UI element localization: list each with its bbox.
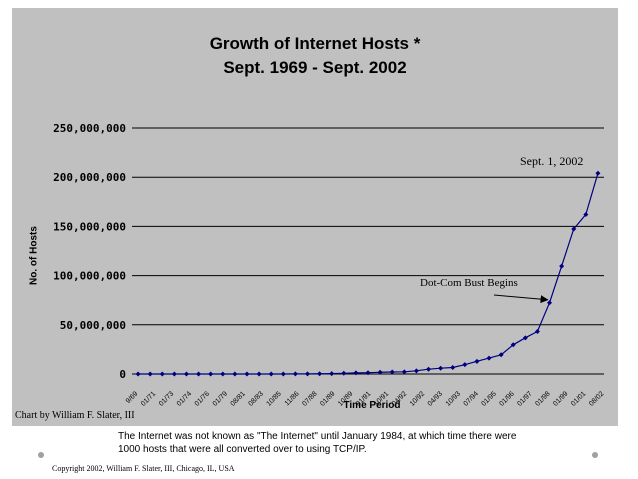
data-point [462, 362, 468, 368]
y-tick-label: 100,000,000 [53, 270, 126, 283]
data-point [147, 371, 153, 377]
x-tick-label: 01/95 [481, 390, 498, 407]
x-tick-label: 10/93 [445, 390, 462, 407]
annotation-arrow [493, 294, 549, 304]
data-point [268, 371, 274, 377]
data-point [377, 369, 383, 375]
x-tick-label: 08/02 [588, 390, 605, 407]
x-tick-label: 01/97 [516, 390, 533, 407]
data-point [135, 371, 141, 377]
annotation-sept-2002: Sept. 1, 2002 [520, 154, 583, 168]
x-tick-label: 01/98 [534, 390, 551, 407]
x-tick-label: 08/83 [248, 390, 265, 407]
y-tick-label: 50,000,000 [60, 319, 126, 332]
x-tick-label: 07/94 [463, 390, 480, 407]
data-point [510, 342, 516, 348]
data-point [571, 226, 577, 232]
y-tick-labels: 0 50,000,000 100,000,000 150,000,000 200,000… [53, 122, 126, 381]
grid-layer [132, 127, 604, 375]
x-tick-label: 01/96 [498, 390, 515, 407]
footnote: The Internet was not known as "The Inter… [118, 431, 517, 455]
data-point [196, 371, 202, 377]
x-tick-label: 9/69 [125, 390, 140, 405]
data-point [280, 371, 286, 377]
data-point [353, 370, 359, 376]
chart-title: Growth of Internet Hosts * [209, 34, 421, 53]
data-point [450, 364, 456, 370]
data-point [304, 371, 310, 377]
data-point [365, 370, 371, 376]
data-point [171, 371, 177, 377]
x-tick-label: 01/79 [212, 390, 229, 407]
bullet-left [38, 452, 44, 458]
data-point [486, 355, 492, 361]
chart-credit: Chart by William F. Slater, III [15, 410, 135, 421]
data-point [522, 335, 528, 341]
data-point [208, 371, 214, 377]
x-tick-label: 01/76 [194, 390, 211, 407]
data-point [183, 371, 189, 377]
data-point [426, 366, 432, 372]
annotation-layer: Sept. 1, 2002 Dot-Com Bust Begins [420, 154, 583, 304]
data-point [341, 370, 347, 376]
data-point [583, 211, 589, 217]
x-tick-label: 01/99 [552, 390, 569, 407]
data-point [292, 371, 298, 377]
y-tick-label: 150,000,000 [53, 220, 126, 233]
x-axis-label: Time Period [343, 400, 401, 411]
data-point [329, 371, 335, 377]
data-point [438, 365, 444, 371]
x-tick-label: 01/73 [158, 390, 175, 407]
x-tick-label: 01/01 [570, 390, 587, 407]
y-axis-label: No. of Hosts [28, 226, 40, 285]
data-point [534, 328, 540, 334]
chart-subtitle: Sept. 1969 - Sept. 2002 [223, 58, 407, 77]
y-tick-label: 0 [119, 368, 126, 381]
data-point [256, 371, 262, 377]
data-point [474, 358, 480, 364]
annotation-dotcom: Dot-Com Bust Begins [420, 277, 518, 289]
y-tick-label: 250,000,000 [53, 122, 126, 135]
chart-frame: 0 50,000,000 100,000,000 150,000,000 200,000… [12, 8, 618, 426]
x-tick-label: 08/81 [230, 390, 247, 407]
data-point [317, 371, 323, 377]
data-point [232, 371, 238, 377]
series-line [138, 173, 599, 375]
data-point [595, 170, 601, 176]
y-tick-label: 200,000,000 [53, 171, 126, 184]
data-point [401, 369, 407, 375]
data-point [244, 371, 250, 377]
bullet-right [592, 452, 598, 458]
data-point [547, 300, 553, 306]
x-tick-label: 10/85 [265, 390, 282, 407]
data-point [559, 263, 565, 269]
x-tick-label: 01/71 [140, 390, 157, 407]
x-tick-label: 01/74 [176, 390, 193, 407]
data-point [159, 371, 165, 377]
data-point [220, 371, 226, 377]
series-layer [135, 170, 601, 377]
chart-svg: 0 50,000,000 100,000,000 150,000,000 200,000… [53, 122, 605, 408]
x-tick-label: 11/86 [284, 390, 301, 407]
data-point [498, 352, 504, 358]
data-point [389, 369, 395, 375]
copyright: Copyright 2002, William F. Slater, III, … [52, 464, 235, 473]
data-point [413, 368, 419, 374]
